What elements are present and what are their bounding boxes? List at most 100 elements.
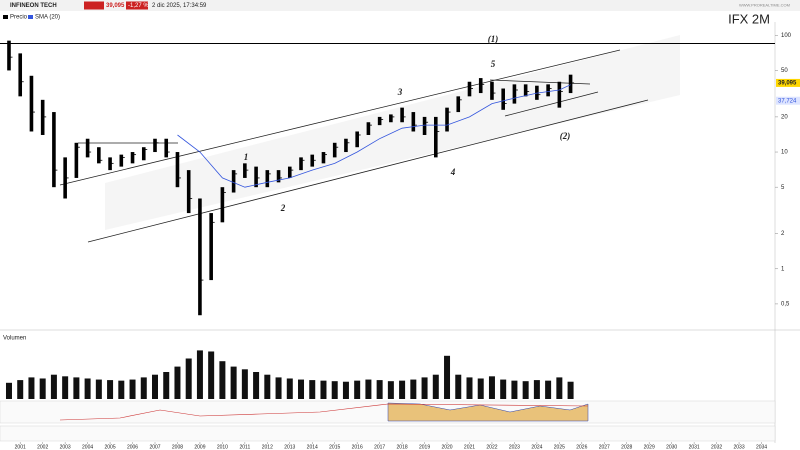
chart-title: IFX 2M — [728, 11, 770, 26]
price-bar — [231, 170, 236, 193]
price-bar — [209, 213, 213, 281]
volume-bar — [320, 380, 327, 399]
price-bar — [52, 112, 56, 188]
volume-bar — [410, 379, 417, 399]
x-tick-label: 2006 — [127, 444, 138, 450]
price-bar — [557, 81, 562, 108]
volume-bar — [73, 377, 80, 399]
channel-upper — [59, 49, 621, 186]
x-tick-label: 2013 — [284, 444, 295, 450]
price-bar — [29, 75, 34, 132]
volume-bar — [5, 382, 12, 399]
price-bar — [411, 112, 416, 132]
x-tick-label: 2015 — [329, 444, 340, 450]
price-bar — [433, 116, 438, 158]
volume-bar — [432, 374, 439, 399]
volume-bar — [129, 379, 136, 399]
x-tick-label: 2030 — [666, 444, 677, 450]
volume-bar — [62, 376, 69, 399]
volume-bar — [50, 374, 57, 399]
annotation: (1) — [488, 34, 499, 44]
x-tick-label: 2001 — [15, 444, 26, 450]
volume-bar — [230, 366, 237, 399]
price-bar — [130, 152, 135, 164]
price-bar — [523, 84, 528, 97]
volume-bar — [567, 381, 574, 399]
price-bar — [299, 157, 303, 171]
price-bar — [467, 81, 472, 97]
x-tick-label: 2029 — [644, 444, 655, 450]
x-tick-label: 2007 — [149, 444, 160, 450]
volume-bar — [342, 381, 349, 399]
price-bar — [512, 84, 517, 104]
volume-bar — [376, 380, 383, 399]
volume-bar — [455, 374, 462, 399]
x-tick-label: 2021 — [464, 444, 475, 450]
legend-label: Precio — [10, 15, 28, 21]
annotation: 1 — [244, 152, 249, 162]
x-tick-label: 2017 — [374, 444, 385, 450]
x-tick-label: 2026 — [576, 444, 587, 450]
price-bar — [243, 163, 247, 178]
volume-bar — [107, 380, 114, 399]
price-bar — [18, 53, 23, 97]
volume-bar — [196, 350, 203, 399]
volume-bar — [387, 381, 394, 399]
x-tick-label: 2031 — [689, 444, 700, 450]
sma-label: 37,724 — [778, 98, 797, 104]
price-bar — [175, 152, 180, 188]
price-bar — [546, 84, 550, 97]
price-bar — [400, 107, 404, 123]
price-bar — [141, 147, 146, 161]
header-date: 2 dic 2025, 17:34:59 — [152, 3, 207, 9]
volume-bar — [264, 374, 271, 399]
volume-bar — [331, 381, 338, 399]
price-label: 39,095 — [778, 80, 797, 86]
x-tick-label: 2003 — [60, 444, 71, 450]
sma-line — [177, 84, 571, 188]
volume-bar — [163, 372, 170, 399]
volume-bar — [95, 379, 102, 399]
volume-bar — [253, 372, 260, 399]
price-bar — [490, 81, 494, 100]
volume-bar — [174, 366, 181, 399]
y-tick-label: 0,5 — [781, 301, 790, 307]
annotation: 5 — [491, 59, 496, 69]
y-tick-label: 2 — [781, 231, 785, 237]
toolbar — [0, 0, 800, 11]
price-bar — [478, 78, 483, 94]
x-tick-label: 2009 — [194, 444, 205, 450]
volume-bar — [354, 380, 361, 399]
oscillator-pane — [0, 425, 776, 442]
x-tick-label: 2023 — [509, 444, 520, 450]
price-label-box — [776, 78, 800, 87]
volume-bar — [152, 374, 158, 399]
volume-bar — [17, 380, 24, 399]
site: WWW.PROREALTIME.COM — [739, 3, 790, 8]
volume-bar — [298, 379, 305, 399]
price-bar — [7, 40, 11, 71]
y-tick-label: 1 — [781, 266, 785, 272]
y-tick-label: 10 — [781, 150, 788, 156]
header-price: 39,095 — [106, 3, 125, 9]
volume-bar — [118, 380, 125, 399]
x-tick-label: 2012 — [262, 444, 273, 450]
price-bar — [97, 147, 101, 164]
price-bar — [377, 116, 382, 126]
price-bar — [422, 116, 427, 135]
price-bar — [344, 138, 348, 153]
x-tick-label: 2019 — [419, 444, 430, 450]
price-bar — [321, 152, 326, 164]
x-tick-label: 2014 — [307, 444, 318, 450]
price-bar — [85, 138, 90, 158]
y-tick-label: 20 — [781, 114, 788, 120]
price-bar — [501, 88, 505, 110]
x-tick-label: 2028 — [621, 444, 632, 450]
x-tick-label: 2005 — [105, 444, 116, 450]
x-tick-label: 2033 — [733, 444, 744, 450]
sma-label-box — [776, 96, 800, 105]
x-tick-label: 2004 — [82, 444, 93, 450]
legend-label: SMA (20) — [35, 15, 60, 21]
x-tick-label: 2016 — [352, 444, 363, 450]
